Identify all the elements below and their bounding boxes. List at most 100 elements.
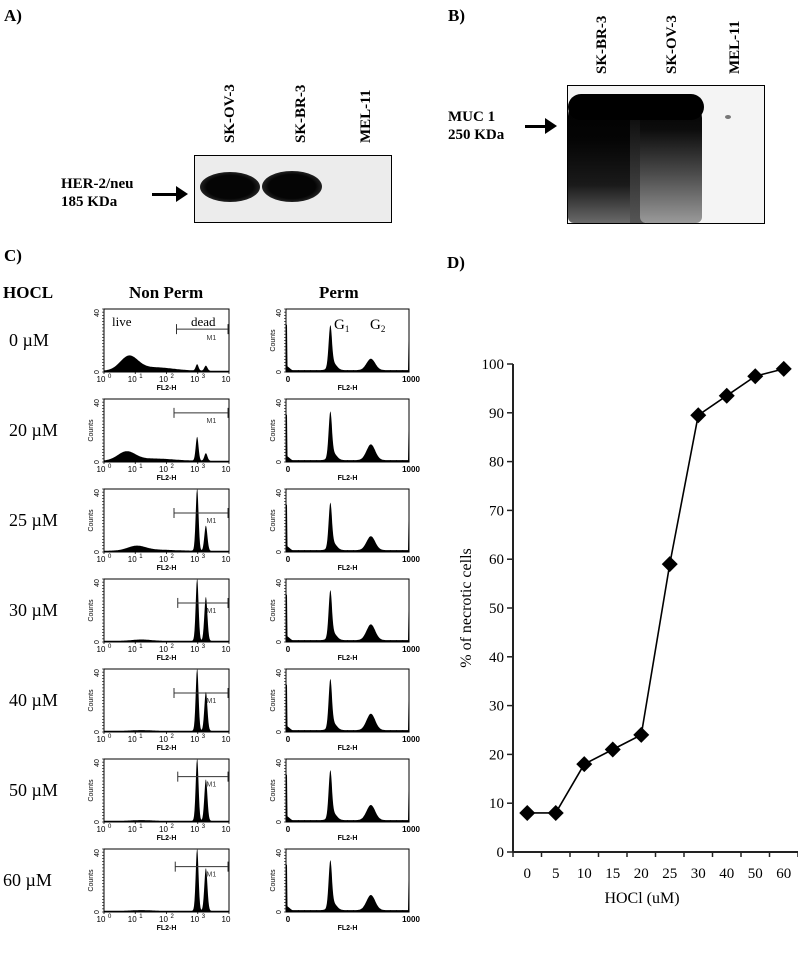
western-blot-b: [567, 85, 765, 224]
x-axis-label: FL2-H: [338, 475, 358, 482]
y-tick-label: 0: [94, 910, 101, 914]
molecular-weight: 185 KDa: [61, 194, 118, 210]
y-tick-label: 40: [276, 669, 283, 677]
x-tick-exponent: 3: [202, 644, 206, 650]
y-tick-label: 90: [489, 406, 504, 422]
x-tick-exponent: 2: [171, 554, 175, 560]
diamond-marker: [519, 804, 536, 821]
y-tick-label: 40: [276, 849, 283, 857]
x-tick-exponent: 0: [108, 374, 112, 380]
x-axis-label: FL2-H: [338, 835, 358, 842]
x-tick-label: 0: [286, 645, 291, 654]
y-tick-label: 0: [94, 370, 101, 374]
x-tick-exponent: 3: [202, 374, 206, 380]
nonperm-histogram: M1400Counts100101102103104FL2-H: [88, 848, 231, 932]
diamond-marker: [661, 556, 678, 573]
x-tick-label: 1000: [402, 645, 420, 654]
panel-c-label: C): [4, 246, 22, 265]
necrosis-line-chart: 0 10 20 30 40 50 60 70 80 90 100 0 5 10 15 20 25 30 40 50 60…: [458, 357, 798, 907]
x-tick-label: 10: [222, 465, 231, 474]
diamond-marker: [775, 360, 792, 377]
x-tick-label: 10: [128, 915, 137, 924]
dead-annotation: dead: [191, 314, 216, 329]
y-tick-label: 60: [489, 552, 504, 568]
x-tick-label: 0: [286, 465, 291, 474]
y-tick-label: 70: [489, 503, 504, 519]
x-tick-exponent: 3: [202, 464, 206, 470]
perm-histogram: 40 0 Counts 0 1000 FL2-H: [270, 668, 420, 752]
x-tick-exponent: 1: [139, 824, 143, 830]
x-tick-exponent: 3: [202, 914, 206, 920]
x-axis-label: FL2-H: [338, 385, 358, 392]
dose-label: 0 µM: [9, 330, 49, 350]
x-tick-label: 5: [552, 866, 560, 882]
panel-d-label: D): [447, 253, 465, 272]
nonperm-histogram: M1400Counts100101102103104FL2-H: [88, 668, 231, 752]
dose-label: 60 µM: [3, 870, 52, 890]
x-tick-label: 10: [190, 735, 199, 744]
her2-caption: HER-2/neu 185 KDa: [61, 175, 134, 211]
x-tick-label: 0: [286, 375, 291, 384]
col-header-nonperm: Non Perm: [129, 283, 204, 302]
x-axis-label: FL2-H: [157, 565, 177, 572]
x-tick-label: 10: [97, 645, 106, 654]
x-tick-label: 10: [128, 465, 137, 474]
x-tick-label: 10: [97, 555, 106, 564]
y-tick-label: 0: [94, 460, 101, 464]
y-axis-label: Counts: [88, 509, 95, 532]
x-tick-label: 10: [97, 825, 106, 834]
x-tick-exponent: 2: [171, 374, 175, 380]
x-tick-label: 10: [159, 375, 168, 384]
perm-histogram: 40 0 Counts 0 1000 FL2-H: [270, 488, 420, 572]
x-tick-label: 10: [190, 645, 199, 654]
muc1-caption: MUC 1 250 KDa: [448, 108, 504, 144]
diamond-marker: [747, 368, 764, 385]
dose-label: 20 µM: [9, 420, 58, 440]
y-tick-label: 40: [94, 489, 101, 497]
g1-annotation: G1: [334, 317, 349, 334]
x-tick-label: 20: [634, 866, 649, 882]
y-tick-label: 0: [276, 910, 283, 914]
x-tick-label: 10: [190, 375, 199, 384]
y-tick-label: 0: [497, 845, 505, 861]
y-tick-label: 20: [489, 747, 504, 763]
y-tick-label: 0: [276, 730, 283, 734]
x-tick-label: 10: [128, 375, 137, 384]
x-tick-exponent: 1: [139, 554, 143, 560]
band-sk-ov-3: [200, 172, 260, 202]
x-axis-label: FL2-H: [157, 925, 177, 932]
gate-marker-label: M1: [207, 608, 217, 615]
perm-histogram: 40 0 Counts 0 1000 FL2-H: [270, 758, 420, 842]
y-tick-label: 40: [276, 309, 283, 317]
x-tick-label: 10: [222, 915, 231, 924]
perm-histogram: 40 0 Counts 0 1000 FL2-H: [270, 398, 420, 482]
y-tick-label: 0: [276, 640, 283, 644]
x-tick-label: 1000: [402, 735, 420, 744]
x-tick-exponent: 2: [171, 824, 175, 830]
x-tick-label: 10: [128, 735, 137, 744]
lane-label: MEL-11: [358, 89, 374, 143]
y-axis-label: Counts: [270, 599, 277, 622]
x-tick-exponent: 0: [108, 464, 112, 470]
y-tick-label: 40: [94, 579, 101, 587]
x-tick-label: 1000: [402, 465, 420, 474]
x-tick-label: 10: [190, 555, 199, 564]
diamond-marker: [576, 756, 593, 773]
nonperm-histogram: M1400Counts100101102103104FL2-H: [88, 488, 231, 572]
x-tick-label: 1000: [402, 915, 420, 924]
x-tick-label: 10: [97, 465, 106, 474]
x-tick-label: 50: [748, 866, 763, 882]
x-tick-label: 10: [159, 735, 168, 744]
x-tick-exponent: 0: [108, 734, 112, 740]
x-tick-label: 10: [128, 555, 137, 564]
gate-marker-label: M1: [207, 872, 217, 879]
lane-label: MEL-11: [727, 20, 743, 74]
x-tick-label: 10: [577, 866, 592, 882]
x-tick-exponent: 1: [139, 644, 143, 650]
y-tick-label: 100: [482, 357, 505, 373]
x-tick-label: 10: [159, 825, 168, 834]
y-tick-label: 30: [489, 699, 504, 715]
panel-b-label: B): [448, 6, 465, 25]
y-tick-label: 50: [489, 601, 504, 617]
x-tick-label: 10: [97, 375, 106, 384]
